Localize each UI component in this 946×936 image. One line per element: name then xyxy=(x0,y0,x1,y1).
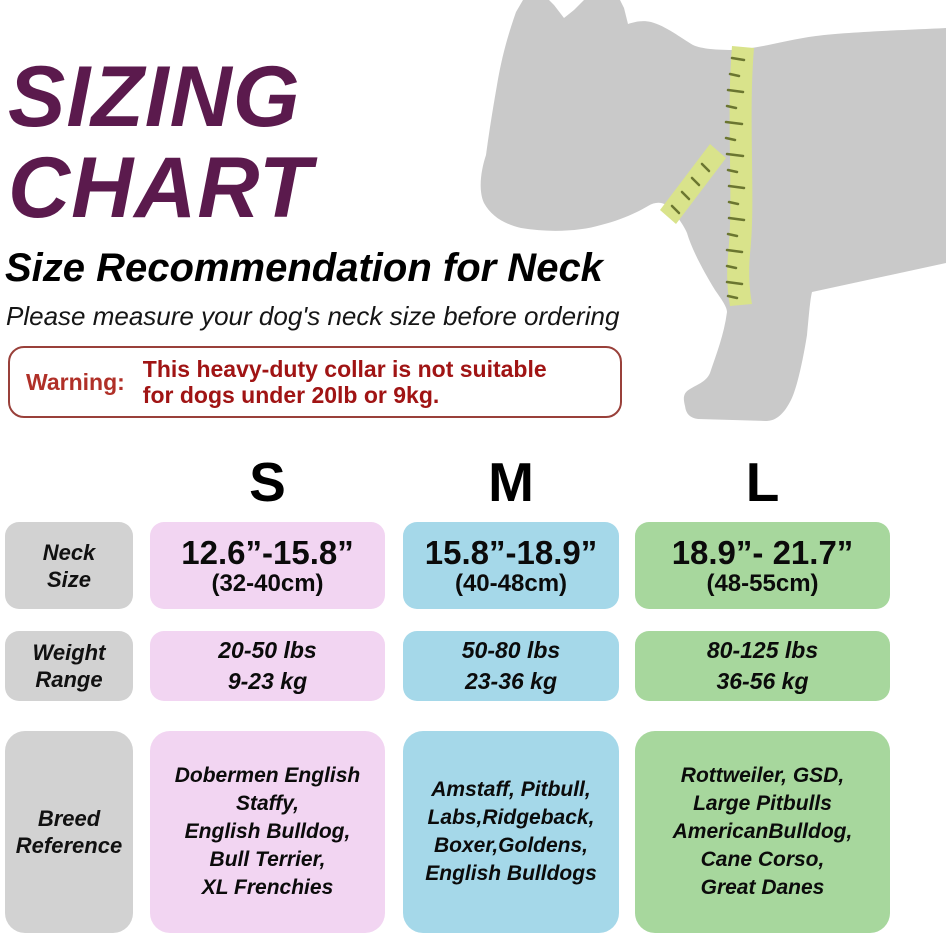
size-header-s: S xyxy=(249,451,286,513)
row-label-neck-size-text: Neck Size xyxy=(42,539,96,592)
cell-breed-reference-s: Dobermen English Staffy, English Bulldog… xyxy=(150,731,385,933)
breed-reference-l-text: Rottweiler, GSD, Large Pitbulls American… xyxy=(672,764,853,899)
warning-message: This heavy-duty collar is not suitable f… xyxy=(142,356,547,408)
row-label-neck-size: Neck Size xyxy=(5,522,133,609)
measuring-tape-neck-strip xyxy=(660,144,726,224)
dog-silhouette xyxy=(480,0,946,421)
warning-box: Warning: This heavy-duty collar is not s… xyxy=(8,346,622,418)
size-header-m: M xyxy=(488,451,534,513)
cell-neck-size-s: 12.6”-15.8” (32-40cm) xyxy=(150,522,385,609)
measuring-tape-vertical-strip xyxy=(727,46,754,306)
page-title-line1: SIZING xyxy=(8,49,301,145)
neck-size-l-inches: 18.9”- 21.7” xyxy=(671,533,854,571)
breed-reference-m-text: Amstaff, Pitbull, Labs,Ridgeback, Boxer,… xyxy=(425,778,597,885)
cell-weight-range-l: 80-125 lbs 36-56 kg xyxy=(635,631,890,701)
page-title-line2: CHART xyxy=(8,140,313,236)
dog-illustration xyxy=(480,0,946,421)
page-subtitle: Size Recommendation for Neck xyxy=(5,246,603,290)
size-header-l: L xyxy=(745,451,780,513)
cell-breed-reference-m: Amstaff, Pitbull, Labs,Ridgeback, Boxer,… xyxy=(403,731,619,933)
weight-range-s-text: 20-50 lbs 9-23 kg xyxy=(218,637,317,694)
row-label-breed-reference: Breed Reference xyxy=(5,731,133,933)
measuring-tape-ticks xyxy=(670,56,746,300)
neck-size-l-cm: (48-55cm) xyxy=(706,569,819,597)
neck-size-s-cm: (32-40cm) xyxy=(211,569,324,597)
row-label-breed-reference-text: Breed Reference xyxy=(15,806,123,858)
measure-note: Please measure your dog's neck size befo… xyxy=(6,301,620,331)
warning-label: Warning: xyxy=(26,368,125,395)
cell-neck-size-l: 18.9”- 21.7” (48-55cm) xyxy=(635,522,890,609)
cell-breed-reference-l: Rottweiler, GSD, Large Pitbulls American… xyxy=(635,731,890,933)
cell-weight-range-s: 20-50 lbs 9-23 kg xyxy=(150,631,385,701)
page-title: SIZING CHART xyxy=(8,52,312,234)
neck-size-s-inches: 12.6”-15.8” xyxy=(181,533,354,571)
cell-weight-range-m: 50-80 lbs 23-36 kg xyxy=(403,631,619,701)
row-label-weight-range-text: Weight Range xyxy=(32,640,106,692)
weight-range-m-text: 50-80 lbs 23-36 kg xyxy=(461,637,561,694)
measuring-tape xyxy=(660,46,754,306)
breed-reference-s-text: Dobermen English Staffy, English Bulldog… xyxy=(174,764,361,899)
weight-range-l-text: 80-125 lbs 36-56 kg xyxy=(706,637,819,694)
row-label-weight-range: Weight Range xyxy=(5,631,133,701)
neck-size-m-cm: (40-48cm) xyxy=(454,569,568,597)
neck-size-m-inches: 15.8”-18.9” xyxy=(424,533,598,571)
cell-neck-size-m: 15.8”-18.9” (40-48cm) xyxy=(403,522,619,609)
